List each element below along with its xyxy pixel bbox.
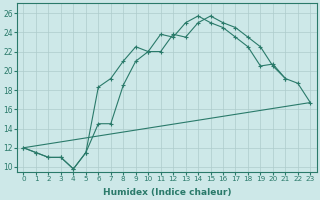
X-axis label: Humidex (Indice chaleur): Humidex (Indice chaleur) [103, 188, 231, 197]
